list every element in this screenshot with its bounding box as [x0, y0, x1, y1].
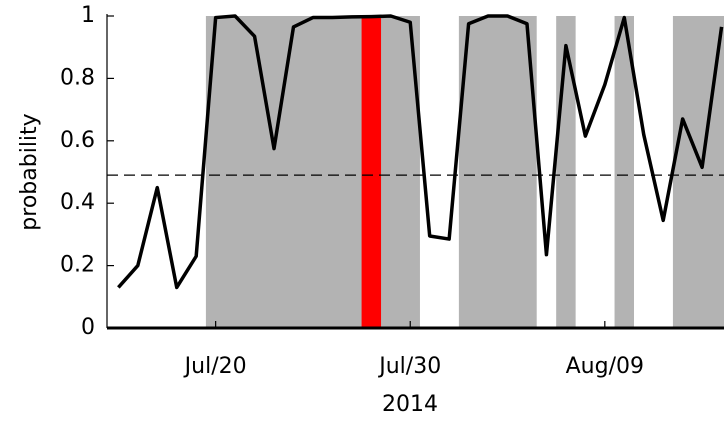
y-tick-label: 0.6 — [60, 128, 95, 153]
highlight-region — [361, 16, 382, 328]
shaded-region — [458, 16, 537, 328]
x-axis-label: 2014 — [382, 392, 438, 417]
y-tick-label: 0 — [81, 315, 95, 340]
x-tick-label: Jul/30 — [377, 354, 441, 379]
x-tick-label: Jul/20 — [183, 354, 247, 379]
y-axis-label: probability — [17, 113, 42, 230]
series-line — [117, 14, 724, 290]
shaded-region — [614, 16, 635, 328]
y-tick-label: 0.4 — [60, 190, 95, 215]
x-tick-label: Aug/09 — [566, 354, 644, 379]
y-tick-label: 1 — [81, 3, 95, 28]
y-tick-label: 0.8 — [60, 65, 95, 90]
y-tick-label: 0.2 — [60, 253, 95, 278]
shaded-region — [205, 16, 420, 328]
